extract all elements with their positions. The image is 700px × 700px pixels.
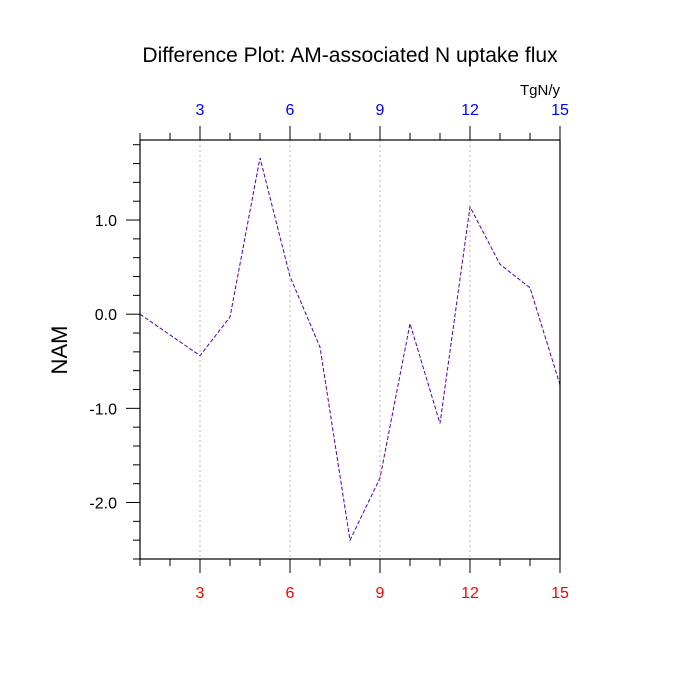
tick-layer <box>126 126 561 573</box>
x-tick-label-bottom: 15 <box>551 585 569 602</box>
x-tick-label-top: 9 <box>376 102 385 119</box>
x-tick-label-top: 6 <box>286 102 295 119</box>
y-tick-label: 0.0 <box>95 307 117 324</box>
y-tick-label: -1.0 <box>89 401 117 418</box>
y-axis-label: NAM <box>47 326 72 375</box>
series-layer <box>139 157 561 542</box>
x-tick-label-bottom: 12 <box>461 585 479 602</box>
x-tick-label-bottom: 6 <box>286 585 295 602</box>
tick-label-layer: 3 3 6 6 9 9 12 12 15 15 1.0 0.0 -1.0 -2.0 <box>89 102 569 602</box>
y-tick-label: 1.0 <box>95 213 117 230</box>
series-line <box>139 157 561 542</box>
x-tick-label-bottom: 3 <box>196 585 205 602</box>
x-tick-label-top: 3 <box>196 102 205 119</box>
plot-frame <box>139 139 561 560</box>
y-tick-label: -2.0 <box>89 496 117 513</box>
grid-layer <box>199 140 561 559</box>
units-label: TgN/y <box>520 82 561 99</box>
x-tick-label-top: 15 <box>551 102 569 119</box>
x-tick-label-bottom: 9 <box>376 585 385 602</box>
x-tick-label-top: 12 <box>461 102 479 119</box>
chart-title: Difference Plot: AM-associated N uptake … <box>142 44 558 67</box>
